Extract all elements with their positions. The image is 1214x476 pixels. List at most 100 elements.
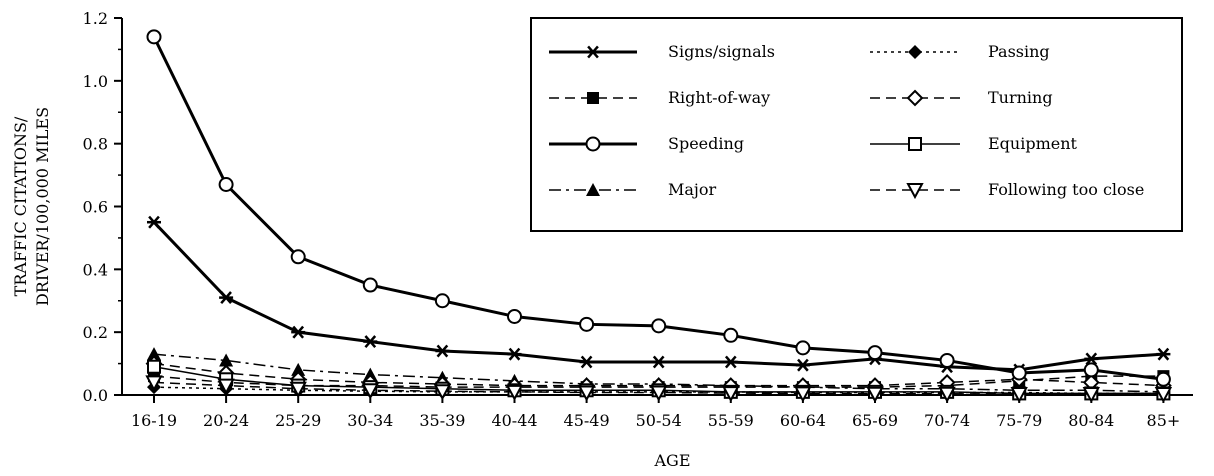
data-point-following-too-close xyxy=(145,375,163,392)
data-point-signs-signals xyxy=(219,291,234,305)
x-tick-label: 45-49 xyxy=(564,411,610,430)
legend: Signs/signals Right-of-way Speeding Major Pa… xyxy=(530,17,1183,232)
x-tick-label: 85+ xyxy=(1147,411,1181,430)
legend-label: Turning xyxy=(988,88,1053,107)
data-point-following-too-close xyxy=(794,386,812,403)
data-point-speeding xyxy=(795,340,811,356)
legend-swatch-marker xyxy=(906,89,924,107)
x-tick-label: 50-54 xyxy=(636,411,682,430)
y-tick-label: 1.2 xyxy=(83,9,108,28)
x-tick-label: 55-59 xyxy=(708,411,754,430)
data-point-speeding xyxy=(290,249,306,265)
data-point-signs-signals xyxy=(435,344,450,358)
legend-swatch-marker xyxy=(586,45,600,59)
data-point-major xyxy=(147,347,161,361)
data-point-following-too-close xyxy=(722,386,740,403)
y-tick-label: 0.2 xyxy=(83,323,108,342)
y-tick-label: 0.6 xyxy=(83,198,108,217)
legend-swatch-marker xyxy=(585,136,601,152)
chart-axes: 0.0 0.2 0.4 0.6 0.8 1.0 1.2 16-19 20-24 25-29 30-3… xyxy=(83,9,1193,430)
legend-entry-speeding: Speeding xyxy=(549,134,744,153)
legend-label: Signs/signals xyxy=(668,42,775,61)
data-point-speeding xyxy=(1083,362,1099,378)
legend-label: Major xyxy=(668,180,717,199)
x-tick-label: 16-19 xyxy=(131,411,177,430)
data-point-speeding xyxy=(146,29,162,45)
data-point-speeding xyxy=(867,345,883,361)
data-point-speeding xyxy=(362,277,378,293)
data-point-following-too-close xyxy=(217,378,235,395)
data-point-signs-signals xyxy=(1156,347,1171,361)
legend-entry-turning: Turning xyxy=(870,88,1053,107)
data-point-following-too-close xyxy=(505,384,524,401)
x-tick-label: 70-74 xyxy=(924,411,970,430)
legend-swatch-marker xyxy=(906,183,924,200)
y-axis-title-line-2: DRIVER/100,000 MILES xyxy=(33,107,52,306)
legend-swatch-marker xyxy=(587,92,599,104)
data-point-speeding xyxy=(939,352,955,368)
x-tick-label: 35-39 xyxy=(419,411,465,430)
data-point-following-too-close xyxy=(577,385,596,402)
x-axis-title: AGE xyxy=(653,451,690,470)
legend-entry-major: Major xyxy=(549,180,717,199)
data-point-following-too-close xyxy=(433,384,452,401)
data-point-speeding xyxy=(218,177,234,193)
series-speeding xyxy=(146,29,1171,387)
data-point-speeding xyxy=(507,308,522,324)
data-point-following-too-close xyxy=(1082,387,1100,404)
legend-label: Following too close xyxy=(988,180,1144,199)
data-point-speeding xyxy=(1155,371,1171,387)
legend-label: Speeding xyxy=(668,134,744,153)
legend-entry-signs-signals: Signs/signals xyxy=(549,42,775,61)
x-tick-label: 30-34 xyxy=(347,411,393,430)
y-tick-label: 1.0 xyxy=(83,72,108,91)
data-point-signs-signals xyxy=(579,355,594,369)
legend-label: Equipment xyxy=(988,134,1078,153)
data-point-signs-signals xyxy=(363,335,378,349)
data-point-signs-signals xyxy=(651,355,666,369)
data-point-signs-signals xyxy=(507,347,522,361)
data-point-following-too-close xyxy=(1154,387,1173,404)
data-point-speeding xyxy=(723,327,739,343)
x-tick-label: 65-69 xyxy=(852,411,898,430)
data-point-signs-signals xyxy=(1084,352,1099,366)
data-point-speeding xyxy=(579,316,595,332)
y-tick-label: 0.8 xyxy=(83,135,108,154)
legend-label: Passing xyxy=(988,42,1050,61)
data-point-following-too-close xyxy=(289,381,307,398)
x-tick-label: 25-29 xyxy=(275,411,321,430)
legend-entry-passing: Passing xyxy=(870,42,1050,61)
x-tick-label: 80-84 xyxy=(1068,411,1114,430)
series-following-too-close xyxy=(145,375,1173,404)
data-point-signs-signals xyxy=(795,358,810,372)
legend-entry-following-too-close: Following too close xyxy=(870,180,1144,200)
x-tick-label: 40-44 xyxy=(491,411,537,430)
y-axis-title-line-1: TRAFFIC CITATIONS/ xyxy=(11,116,30,296)
data-point-following-too-close xyxy=(361,383,379,400)
legend-entry-equipment: Equipment xyxy=(870,134,1078,153)
data-point-signs-signals xyxy=(147,215,161,229)
legend-box xyxy=(530,17,1183,232)
data-point-major xyxy=(219,353,234,367)
series-signs-signals xyxy=(147,215,1171,377)
data-point-speeding xyxy=(434,293,450,309)
x-tick-label: 75-79 xyxy=(996,411,1042,430)
data-point-signs-signals xyxy=(723,355,738,369)
legend-swatch-marker xyxy=(908,137,922,151)
data-point-following-too-close xyxy=(866,386,884,403)
x-tick-label: 20-24 xyxy=(203,411,249,430)
data-point-following-too-close xyxy=(1010,387,1028,404)
legend-label: Right-of-way xyxy=(668,88,770,107)
data-point-following-too-close xyxy=(650,385,668,402)
data-point-equipment xyxy=(147,359,161,374)
legend-swatch-marker xyxy=(908,45,922,59)
y-tick-label: 0.4 xyxy=(83,260,108,279)
data-point-speeding xyxy=(651,318,667,334)
data-point-speeding xyxy=(1011,365,1027,381)
legend-swatch-marker xyxy=(586,183,600,196)
data-point-signs-signals xyxy=(291,325,306,339)
data-point-major xyxy=(291,362,306,376)
series-layer xyxy=(145,29,1173,404)
y-tick-label: 0.0 xyxy=(83,386,108,405)
